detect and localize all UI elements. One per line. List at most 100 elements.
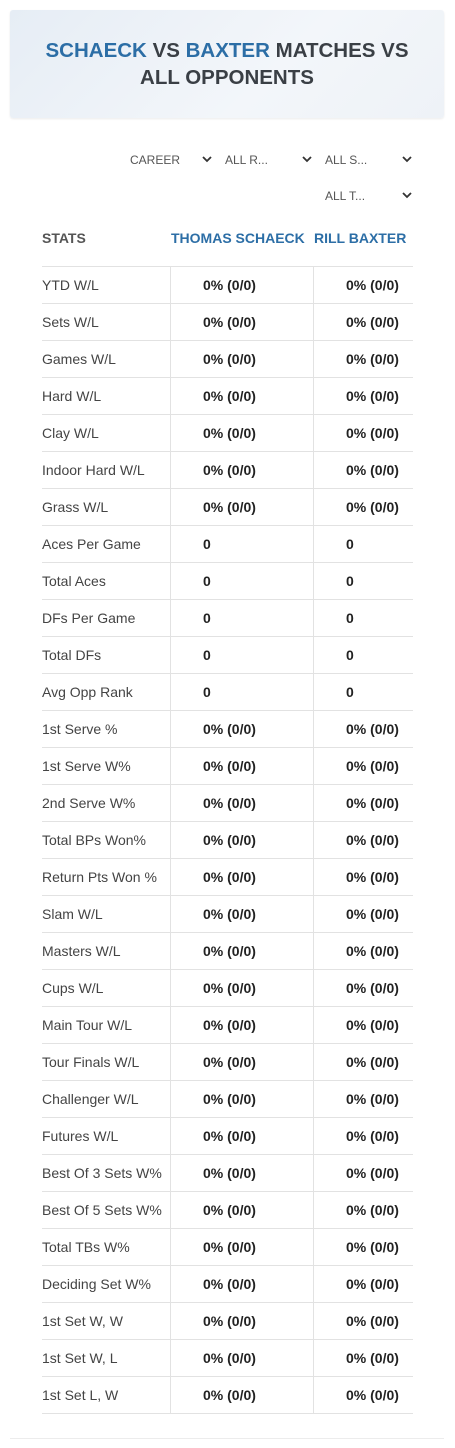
dropdown[interactable]: ALL T...	[325, 184, 412, 208]
dropdown[interactable]: ALL R...	[225, 148, 312, 172]
stat-value: 0	[203, 610, 211, 626]
row-divider	[42, 673, 413, 674]
stat-label: Games W/L	[42, 351, 116, 367]
row-divider	[42, 821, 413, 822]
stat-label: Slam W/L	[42, 906, 103, 922]
stat-value: 0% (0/0)	[346, 943, 399, 959]
row-divider	[42, 1117, 413, 1118]
stat-value: 0	[203, 536, 211, 552]
stat-value: 0% (0/0)	[203, 1276, 256, 1292]
row-divider	[42, 932, 413, 933]
stat-label: Deciding Set W%	[42, 1276, 151, 1292]
stat-value: 0% (0/0)	[203, 1202, 256, 1218]
row-divider	[42, 1043, 413, 1044]
row-divider	[42, 747, 413, 748]
stat-label: Best Of 5 Sets W%	[42, 1202, 162, 1218]
title-text: VS	[152, 39, 180, 62]
stat-value: 0% (0/0)	[346, 906, 399, 922]
row-divider	[42, 1006, 413, 1007]
stat-value: 0% (0/0)	[203, 758, 256, 774]
row-divider	[42, 451, 413, 452]
stat-value: 0% (0/0)	[203, 351, 256, 367]
stat-value: 0% (0/0)	[346, 1350, 399, 1366]
stat-value: 0% (0/0)	[346, 758, 399, 774]
column-header: STATS	[42, 230, 86, 246]
stat-value: 0% (0/0)	[203, 1387, 256, 1403]
stat-value: 0% (0/0)	[346, 795, 399, 811]
player-name: SCHAECK	[45, 39, 147, 62]
stat-label: Clay W/L	[42, 425, 99, 441]
stat-value: 0% (0/0)	[346, 1313, 399, 1329]
stat-value: 0	[203, 684, 211, 700]
stat-value: 0% (0/0)	[346, 721, 399, 737]
stat-value: 0% (0/0)	[203, 1350, 256, 1366]
stat-label: Avg Opp Rank	[42, 684, 133, 700]
stat-label: Aces Per Game	[42, 536, 141, 552]
stat-label: Indoor Hard W/L	[42, 462, 145, 478]
stat-value: 0% (0/0)	[203, 721, 256, 737]
stat-label: 1st Set W, W	[42, 1313, 123, 1329]
stat-label: Hard W/L	[42, 388, 102, 404]
stat-value: 0% (0/0)	[203, 1313, 256, 1329]
column-header: RILL BAXTER	[314, 230, 407, 246]
chevron	[402, 156, 412, 163]
title: SCHAECK VS BAXTER MATCHES VS ALL OPPONEN…	[30, 37, 424, 91]
stat-label: Best Of 3 Sets W%	[42, 1165, 162, 1181]
stat-value: 0% (0/0)	[346, 832, 399, 848]
stat-value: 0	[346, 684, 354, 700]
stat-value: 0% (0/0)	[203, 277, 256, 293]
stat-value: 0% (0/0)	[346, 1091, 399, 1107]
stat-label: 1st Set W, L	[42, 1350, 118, 1366]
stat-value: 0% (0/0)	[203, 906, 256, 922]
row-divider	[42, 377, 413, 378]
stat-value: 0% (0/0)	[346, 1165, 399, 1181]
row-divider	[42, 488, 413, 489]
stat-value: 0% (0/0)	[203, 1239, 256, 1255]
stat-label: Tour Finals W/L	[42, 1054, 140, 1070]
stat-label: 1st Set L, W	[42, 1387, 119, 1403]
stat-label: Sets W/L	[42, 314, 99, 330]
row-divider	[42, 599, 413, 600]
stat-label: 2nd Serve W%	[42, 795, 136, 811]
row-divider	[42, 1228, 413, 1229]
stat-label: Total DFs	[42, 647, 102, 663]
row-divider	[42, 1265, 413, 1266]
row-divider	[42, 1191, 413, 1192]
stat-value: 0% (0/0)	[203, 1054, 256, 1070]
stat-value: 0% (0/0)	[203, 1091, 256, 1107]
stat-value: 0% (0/0)	[203, 980, 256, 996]
row-divider	[42, 969, 413, 970]
stat-value: 0% (0/0)	[346, 1128, 399, 1144]
stat-value: 0% (0/0)	[346, 425, 399, 441]
stat-value: 0% (0/0)	[346, 499, 399, 515]
row-divider	[42, 784, 413, 785]
stat-value: 0% (0/0)	[203, 1165, 256, 1181]
row-divider	[42, 414, 413, 415]
dropdown[interactable]: ALL S...	[325, 148, 412, 172]
row-divider	[42, 636, 413, 637]
stat-value: 0% (0/0)	[346, 1054, 399, 1070]
stat-value: 0% (0/0)	[346, 462, 399, 478]
stat-label: Total Aces	[42, 573, 106, 589]
row-divider	[42, 303, 413, 304]
stat-value: 0% (0/0)	[346, 388, 399, 404]
stat-value: 0% (0/0)	[203, 388, 256, 404]
stat-value: 0% (0/0)	[346, 869, 399, 885]
row-divider	[42, 1302, 413, 1303]
stat-value: 0% (0/0)	[203, 795, 256, 811]
dropdown[interactable]: CAREER	[130, 148, 212, 172]
row-divider	[42, 1154, 413, 1155]
footer-divider	[10, 1438, 444, 1439]
dropdown-label: ALL S...	[325, 153, 368, 167]
stat-value: 0	[203, 647, 211, 663]
stat-label: Challenger W/L	[42, 1091, 139, 1107]
column-divider	[170, 266, 171, 1413]
stat-label: Futures W/L	[42, 1128, 119, 1144]
row-divider	[42, 858, 413, 859]
stat-label: Total TBs W%	[42, 1239, 130, 1255]
stat-label: Main Tour W/L	[42, 1017, 132, 1033]
chevron	[202, 156, 212, 163]
stat-value: 0% (0/0)	[346, 1387, 399, 1403]
stat-value: 0% (0/0)	[346, 277, 399, 293]
